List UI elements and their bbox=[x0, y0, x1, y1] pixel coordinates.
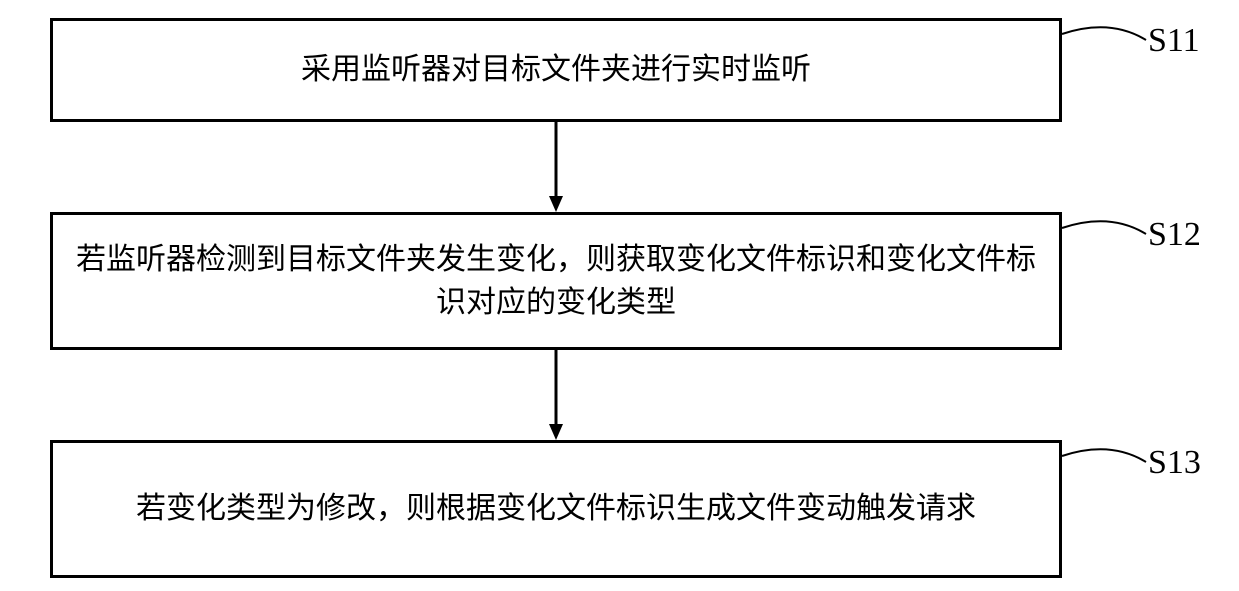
step-box-s11: 采用监听器对目标文件夹进行实时监听 bbox=[50, 18, 1062, 122]
step-label-s11: S11 bbox=[1148, 22, 1200, 60]
arrow-s12-s13 bbox=[542, 350, 570, 440]
step-text-s12: 若监听器检测到目标文件夹发生变化，则获取变化文件标识和变化文件标识对应的变化类型 bbox=[73, 238, 1039, 325]
leader-curve-s11 bbox=[1060, 16, 1148, 42]
leader-curve-s13 bbox=[1060, 438, 1148, 464]
leader-curve-s12 bbox=[1060, 210, 1148, 236]
step-box-s13: 若变化类型为修改，则根据变化文件标识生成文件变动触发请求 bbox=[50, 440, 1062, 578]
step-text-s13: 若变化类型为修改，则根据变化文件标识生成文件变动触发请求 bbox=[136, 487, 976, 531]
flowchart-canvas: 采用监听器对目标文件夹进行实时监听 S11 若监听器检测到目标文件夹发生变化，则获取… bbox=[0, 0, 1239, 591]
arrow-s11-s12 bbox=[542, 122, 570, 212]
step-text-s11: 采用监听器对目标文件夹进行实时监听 bbox=[301, 48, 811, 92]
step-label-s12: S12 bbox=[1148, 216, 1201, 254]
step-box-s12: 若监听器检测到目标文件夹发生变化，则获取变化文件标识和变化文件标识对应的变化类型 bbox=[50, 212, 1062, 350]
step-label-s13: S13 bbox=[1148, 444, 1201, 482]
